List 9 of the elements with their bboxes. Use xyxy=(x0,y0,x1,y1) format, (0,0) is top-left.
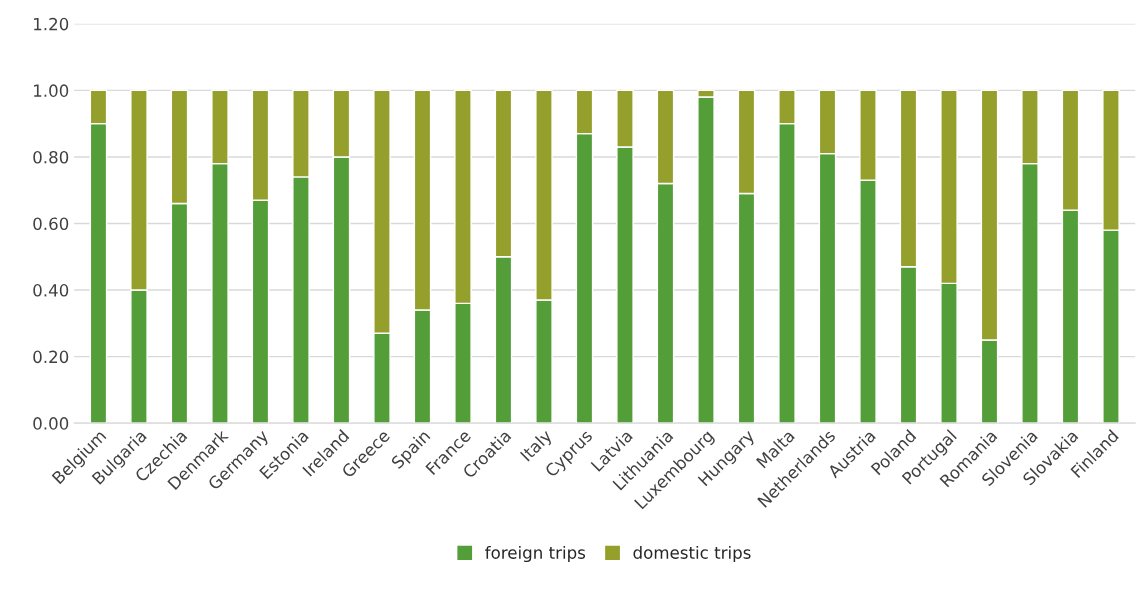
y-tick-label: 0.80 xyxy=(33,150,69,164)
y-tick-label: 0.60 xyxy=(33,217,69,231)
y-tick-label: 1.00 xyxy=(34,84,69,97)
y-tick-label: 0.40 xyxy=(33,284,69,297)
y-tick-label: 1.20 xyxy=(34,17,69,31)
y-tick-label: 0.20 xyxy=(33,350,69,364)
legend-label: foreign trips xyxy=(485,545,586,563)
legend-label: domestic trips xyxy=(633,545,751,563)
y-tick-label: 0.00 xyxy=(33,417,69,430)
